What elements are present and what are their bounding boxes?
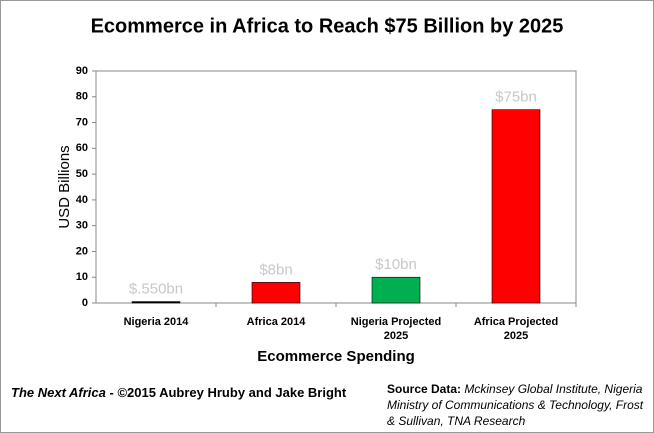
source-label: Source Data: — [387, 382, 462, 396]
bar — [131, 301, 181, 304]
credit: The Next Africa - ©2015 Aubrey Hruby and… — [11, 385, 346, 400]
y-tick-label: 50 — [76, 168, 88, 180]
y-tick-label: 70 — [76, 116, 88, 128]
value-label: $75bn — [495, 89, 537, 106]
y-tick-label: 40 — [76, 194, 88, 206]
x-axis-title: Ecommerce Spending — [257, 348, 415, 365]
y-tick-label: 60 — [76, 142, 88, 154]
x-tick-label: Nigeria 2014 — [123, 316, 189, 328]
x-tick-label: Africa Projected 2025 — [473, 316, 559, 342]
y-tick-label: 30 — [76, 220, 88, 232]
y-tick-label: 80 — [76, 91, 88, 103]
value-label: $10bn — [375, 256, 417, 273]
bar — [251, 282, 301, 304]
source-text: Mckinsey Global Institute, Nigeria Minis… — [387, 382, 644, 428]
y-tick-label: 20 — [76, 245, 88, 257]
x-tick-label: Africa 2014 — [246, 316, 306, 328]
credit-title: The Next Africa — [11, 385, 106, 400]
y-tick-label: 10 — [76, 271, 88, 283]
x-tick-label: Nigeria Projected 2025 — [350, 316, 442, 342]
chart-title: Ecommerce in Africa to Reach $75 Billion… — [91, 15, 564, 37]
value-label: $.550bn — [129, 281, 183, 298]
credit-text: - ©2015 Aubrey Hruby and Jake Bright — [109, 385, 347, 400]
bar — [371, 276, 421, 304]
y-tick-label: 90 — [76, 65, 88, 77]
y-axis-title: USD Billions — [56, 145, 73, 228]
value-label: $8bn — [259, 261, 292, 278]
y-tick-label: 0 — [82, 297, 88, 309]
source: Source Data: Mckinsey Global Institute, … — [387, 381, 649, 429]
bar — [491, 109, 541, 304]
